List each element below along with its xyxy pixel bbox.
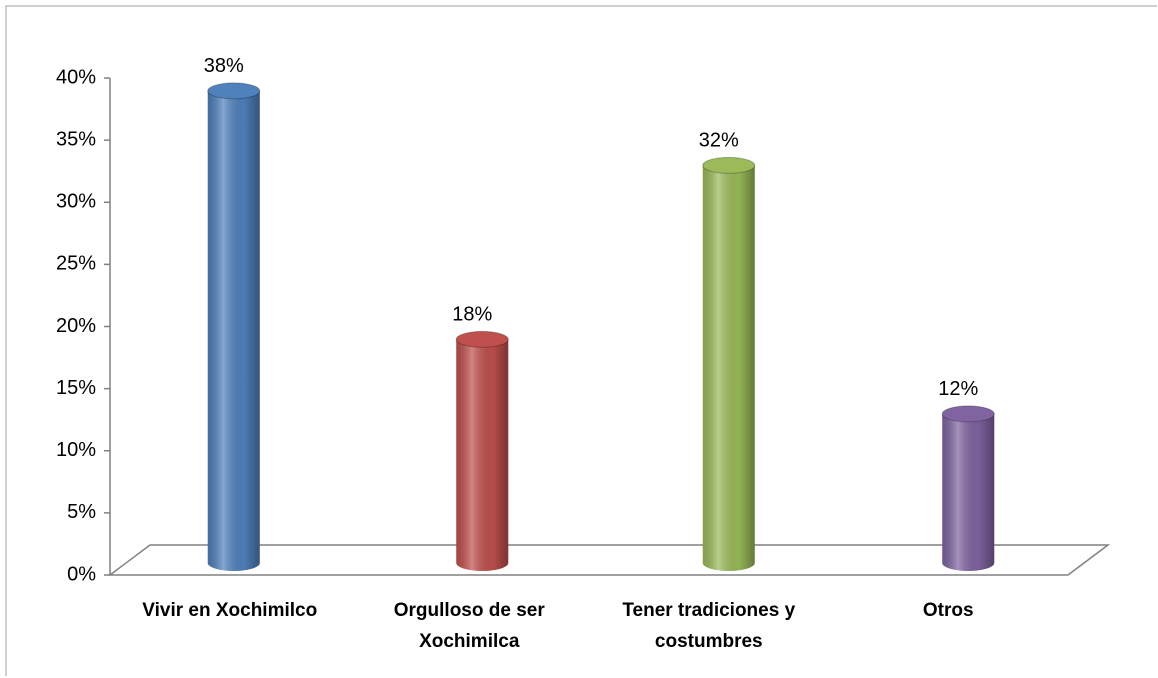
bar (455, 330, 509, 571)
y-tick-label: 35% (56, 128, 96, 150)
x-tick-label: Otros (922, 600, 974, 621)
bar-top (941, 405, 995, 423)
y-tick-label: 15% (56, 377, 96, 399)
y-tick-label: 5% (67, 501, 96, 523)
bar-shade (702, 165, 755, 571)
bar-top (702, 156, 756, 174)
bar (941, 405, 995, 571)
bar (702, 156, 756, 571)
y-tick-label: 25% (56, 253, 96, 275)
bar-shade (942, 413, 995, 571)
y-tick-label: 0% (67, 563, 96, 585)
value-label: 38% (204, 55, 244, 77)
bar-top (207, 82, 261, 100)
bar (207, 82, 261, 571)
floor (107, 544, 1111, 576)
frame (5, 5, 1157, 676)
value-label: 12% (938, 378, 978, 400)
y-tick-label: 10% (56, 439, 96, 461)
y-tick-label: 30% (56, 191, 96, 213)
x-tick-label: Orgulloso de ser Xochimilca (393, 600, 545, 652)
value-label: 32% (699, 130, 739, 152)
x-tick-label: Tener tradiciones y costumbres (622, 600, 796, 652)
bar-shade (456, 339, 509, 571)
x-tick-label: Vivir en Xochimilco (142, 600, 318, 621)
value-label: 18% (452, 304, 492, 326)
y-tick-label: 20% (56, 315, 96, 337)
bar-top (455, 330, 509, 348)
bar-shade (207, 90, 260, 571)
y-tick-label: 40% (56, 66, 96, 88)
